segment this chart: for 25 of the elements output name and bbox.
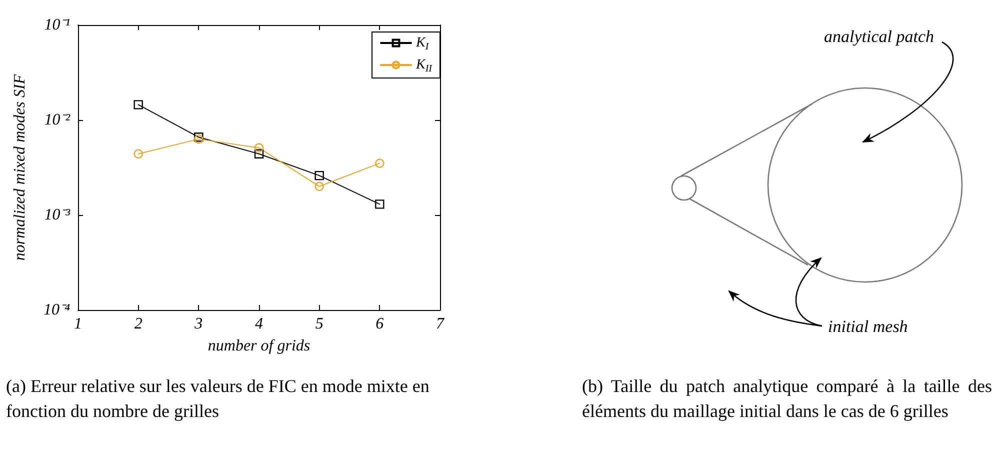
x-tick-label: 3 (194, 316, 203, 332)
point (314, 170, 324, 180)
x-tick-label: 4 (255, 316, 263, 332)
text: (a) Erreur relative sur les valeurs de FIC en mode mixte en fonction du nombre de grilles (6, 375, 430, 423)
point (134, 100, 143, 110)
x-tick-label: 7 (436, 316, 445, 332)
y-tick-label: 10⁻⁴ (43, 302, 70, 318)
x-tick-label: 2 (134, 316, 142, 332)
y-axis-title: normalized mixed modes SIF (12, 74, 28, 261)
y-tick-label: 10⁻¹ (44, 16, 70, 34)
x-tick-label: 6 (376, 316, 384, 332)
y-tick-label: 10⁻² (44, 112, 72, 128)
x-tick-label: 1 (74, 316, 82, 332)
point (134, 149, 143, 158)
point (254, 149, 264, 158)
point (314, 182, 324, 191)
text: analytical patch (824, 27, 934, 46)
x-tick-label: 5 (315, 316, 324, 332)
point (375, 200, 384, 209)
x-axis-title: number of grids (208, 338, 310, 354)
y-tick-label: 10⁻³ (44, 206, 70, 224)
point (254, 143, 264, 152)
text: initial mesh (828, 317, 908, 336)
point (375, 158, 384, 168)
text: (b) Taille du patch analytique comparé à la taille des éléments du maillage initial dans le cas de 6 grilles (582, 375, 992, 423)
